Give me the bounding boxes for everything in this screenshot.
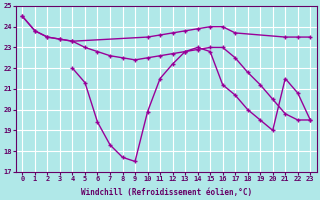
X-axis label: Windchill (Refroidissement éolien,°C): Windchill (Refroidissement éolien,°C)	[81, 188, 252, 197]
